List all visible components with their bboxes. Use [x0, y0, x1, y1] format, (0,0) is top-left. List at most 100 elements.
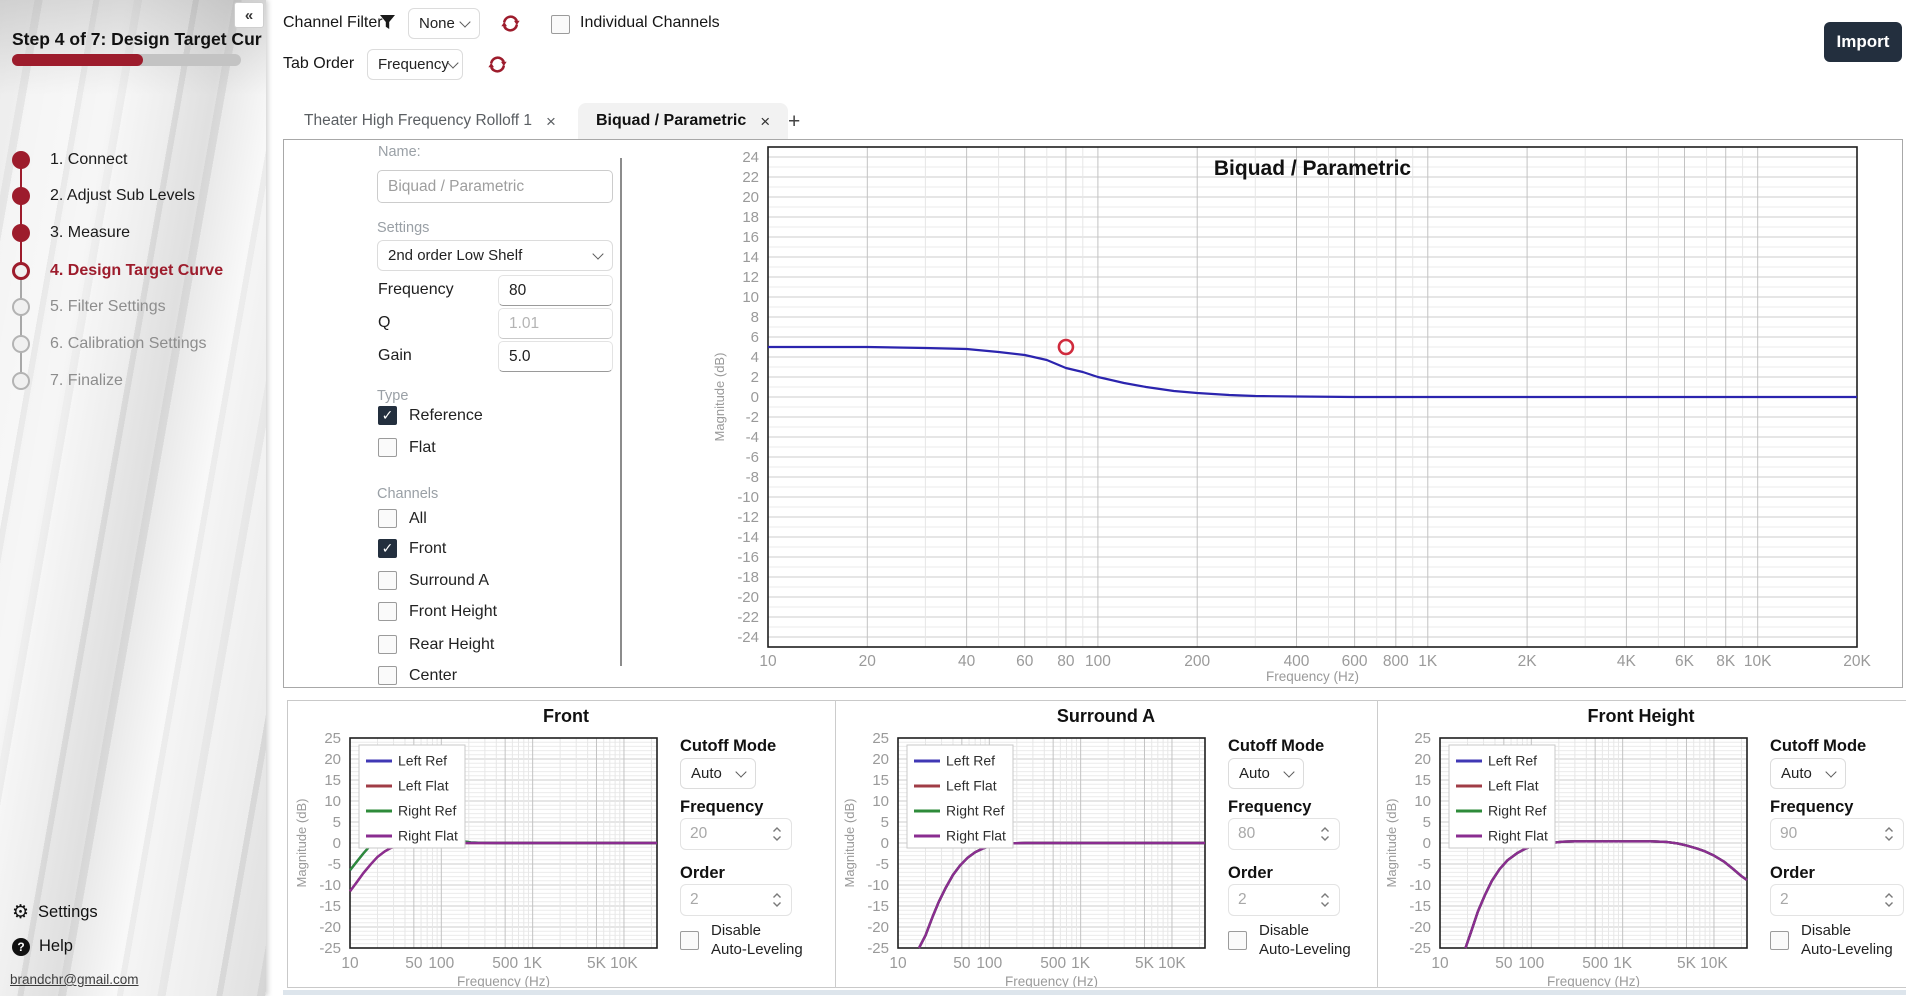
disable-auto-leveling[interactable]: Disable Auto-Leveling — [680, 922, 803, 960]
svg-text:0: 0 — [1423, 835, 1431, 852]
channel-option-center[interactable]: Center — [378, 666, 457, 685]
surround-a-checkbox[interactable] — [378, 571, 397, 590]
type-option-reference[interactable]: Reference — [378, 406, 483, 425]
flat-checkbox[interactable] — [378, 438, 397, 457]
tab-order-select[interactable]: Frequency — [367, 49, 463, 80]
order-stepper[interactable]: 2 — [1228, 884, 1340, 916]
reference-checkbox[interactable] — [378, 406, 397, 425]
cutoff-mode-select[interactable]: Auto — [680, 758, 756, 789]
step-6-label: 6. Calibration Settings — [50, 335, 207, 352]
frequency-stepper[interactable]: 90 — [1770, 818, 1904, 850]
order-stepper[interactable]: 2 — [1770, 884, 1904, 916]
svg-text:50: 50 — [405, 955, 423, 972]
cutoff-mode-value: Auto — [1239, 765, 1270, 782]
svg-text:-5: -5 — [876, 856, 889, 873]
front-checkbox[interactable] — [378, 539, 397, 558]
tab-biquad-parametric[interactable]: Biquad / Parametric × — [578, 103, 789, 139]
stepper-icon[interactable] — [1320, 891, 1330, 909]
stepper-icon[interactable] — [1320, 825, 1330, 843]
svg-text:500: 500 — [1040, 955, 1066, 972]
tab-theater-high-frequency-rolloff[interactable]: Theater High Frequency Rolloff 1 × — [286, 103, 574, 139]
q-input[interactable]: 1.01 — [498, 308, 613, 339]
step-7-dot — [12, 372, 30, 390]
close-icon[interactable]: × — [546, 111, 556, 131]
refresh-icon[interactable] — [500, 13, 521, 34]
account-email-link[interactable]: brandchr@gmail.com — [10, 972, 139, 987]
svg-text:-10: -10 — [319, 877, 341, 894]
svg-text:-20: -20 — [737, 589, 759, 606]
channel-option-all[interactable]: All — [378, 509, 427, 528]
svg-text:Left Ref: Left Ref — [946, 753, 995, 769]
channel-option-front-height[interactable]: Front Height — [378, 602, 497, 621]
frequency-stepper[interactable]: 80 — [1228, 818, 1340, 850]
channel-option-rear-height[interactable]: Rear Height — [378, 635, 494, 654]
order-stepper[interactable]: 2 — [680, 884, 792, 916]
front-height-checkbox[interactable] — [378, 602, 397, 621]
svg-text:10K: 10K — [1700, 955, 1728, 972]
horizontal-scrollbar[interactable] — [283, 990, 1906, 995]
disable-auto-leveling[interactable]: Disable Auto-Leveling — [1228, 922, 1351, 960]
svg-text:Right Ref: Right Ref — [398, 803, 456, 819]
rear-height-checkbox[interactable] — [378, 635, 397, 654]
filter-type-select[interactable]: 2nd order Low Shelf — [377, 240, 613, 271]
frequency-stepper[interactable]: 20 — [680, 818, 792, 850]
chevron-down-icon — [592, 247, 604, 260]
svg-text:500: 500 — [1582, 955, 1608, 972]
step-1-label: 1. Connect — [50, 151, 128, 168]
disable-auto-leveling-checkbox[interactable] — [1228, 931, 1247, 951]
disable-auto-leveling-checkbox[interactable] — [1770, 931, 1789, 951]
svg-text:5: 5 — [333, 814, 341, 831]
svg-text:10K: 10K — [610, 955, 638, 972]
svg-text:24: 24 — [742, 149, 759, 166]
svg-text:100: 100 — [976, 955, 1002, 972]
import-button[interactable]: Import — [1824, 22, 1902, 62]
refresh-icon[interactable] — [487, 54, 508, 75]
all-checkbox[interactable] — [378, 509, 397, 528]
channel-filter-select[interactable]: None — [408, 8, 480, 39]
stepper-icon[interactable] — [772, 891, 782, 909]
stepper-icon[interactable] — [1884, 825, 1894, 843]
cutoff-mode-select[interactable]: Auto — [1228, 758, 1304, 789]
surround-a-label: Surround A — [409, 571, 490, 589]
progress-bar-fill — [12, 54, 143, 66]
disable-auto-leveling[interactable]: Disable Auto-Leveling — [1770, 922, 1893, 960]
svg-text:-24: -24 — [737, 629, 759, 646]
sidebar-collapse-button[interactable]: « — [234, 2, 264, 28]
svg-text:18: 18 — [742, 209, 759, 226]
step-3-dot — [12, 224, 30, 242]
svg-text:15: 15 — [1414, 772, 1431, 789]
individual-channels-checkbox[interactable] — [551, 15, 570, 34]
stepper-icon[interactable] — [772, 825, 782, 843]
order-label: Order — [1228, 864, 1273, 882]
svg-text:4: 4 — [751, 349, 759, 366]
all-label: All — [409, 509, 427, 527]
channel-option-surround-a[interactable]: Surround A — [378, 571, 489, 590]
add-tab-button[interactable]: + — [788, 110, 801, 133]
cutoff-mode-select[interactable]: Auto — [1770, 758, 1846, 789]
cutoff-mode-value: Auto — [691, 765, 722, 782]
stepper-icon[interactable] — [1884, 891, 1894, 909]
svg-text:Left Flat: Left Flat — [398, 778, 449, 794]
type-option-flat[interactable]: Flat — [378, 438, 436, 457]
settings-button[interactable]: ⚙ Settings — [12, 903, 98, 922]
frequency-input[interactable]: 80 — [498, 275, 613, 306]
target-curve-chart[interactable]: -24 -22 -20 -18 -16 -14 -12 -10 -8 -6 -4 -2 0 2 4 6 8 10 1… — [640, 120, 1900, 700]
disable-auto-leveling-checkbox[interactable] — [680, 931, 699, 951]
svg-text:-10: -10 — [867, 877, 889, 894]
channel-option-front[interactable]: Front — [378, 539, 446, 558]
individual-channels-label: Individual Channels — [580, 14, 720, 31]
help-button[interactable]: ? Help — [12, 937, 73, 956]
close-icon[interactable]: × — [760, 111, 771, 131]
gain-input[interactable]: 5.0 — [498, 341, 613, 372]
channel-filter-value: None — [419, 15, 455, 32]
svg-text:1K: 1K — [523, 955, 543, 972]
svg-text:1K: 1K — [1418, 653, 1438, 670]
channel-filter-label: Channel Filter — [283, 14, 383, 31]
svg-text:5: 5 — [1423, 814, 1431, 831]
svg-text:-8: -8 — [746, 469, 759, 486]
svg-text:1K: 1K — [1071, 955, 1091, 972]
name-input[interactable]: Biquad / Parametric — [377, 170, 613, 203]
center-checkbox[interactable] — [378, 666, 397, 685]
svg-text:10: 10 — [872, 793, 889, 810]
